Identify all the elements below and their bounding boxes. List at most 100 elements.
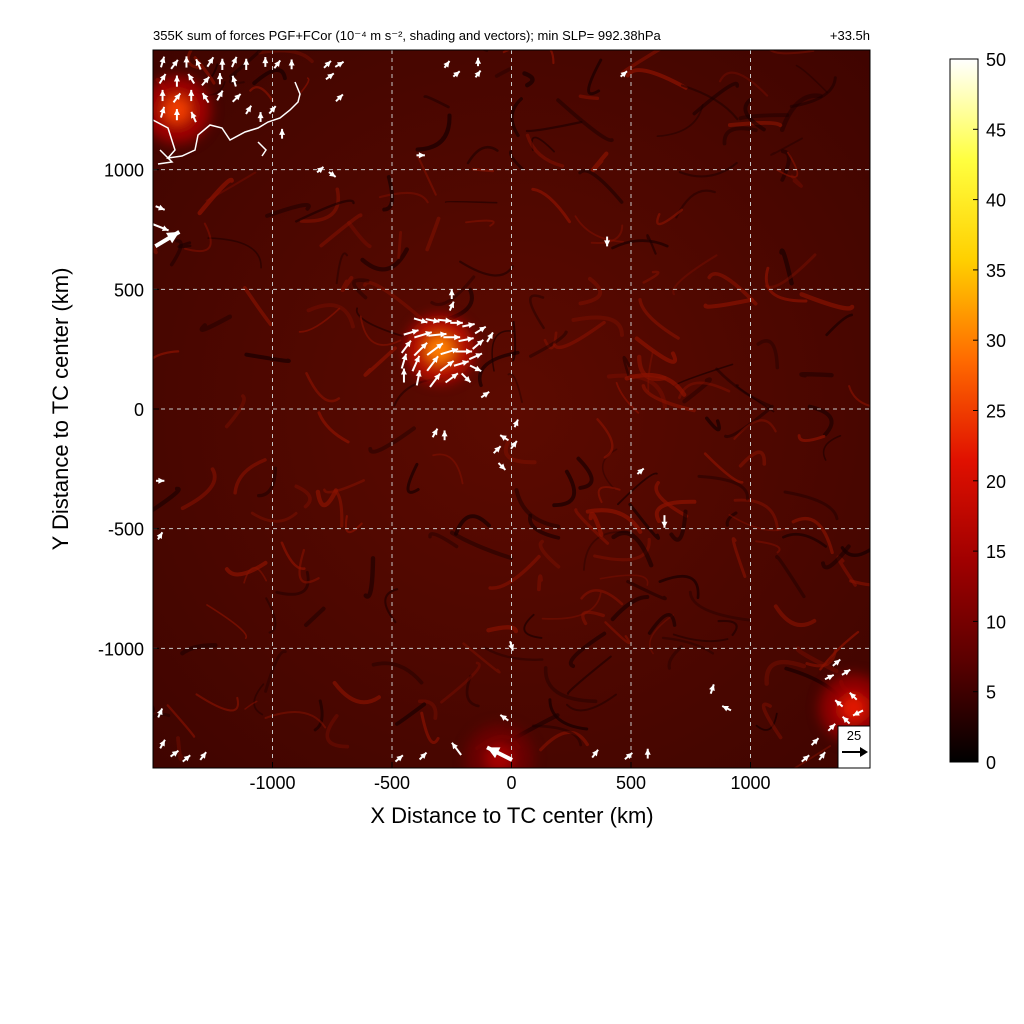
wind-vector bbox=[644, 748, 651, 759]
heatmap-filament bbox=[531, 187, 571, 224]
heatmap-filament bbox=[782, 532, 828, 548]
wind-vector bbox=[636, 467, 645, 475]
colorbar-tick-label: 35 bbox=[986, 261, 1006, 281]
heatmap-filament bbox=[779, 93, 823, 133]
heatmap-filament bbox=[622, 355, 631, 380]
heatmap-filament bbox=[580, 589, 624, 606]
heatmap-filament bbox=[724, 404, 774, 439]
heatmap-filament bbox=[669, 509, 688, 542]
wind-vector bbox=[624, 752, 633, 760]
wind-vector bbox=[182, 754, 191, 763]
colorbar-tick-label: 50 bbox=[986, 50, 1006, 70]
heatmap-filament bbox=[478, 350, 520, 388]
heatmap-filament bbox=[571, 315, 624, 337]
heatmap-filament bbox=[335, 252, 348, 285]
wind-vector bbox=[199, 751, 207, 761]
wind-vector bbox=[159, 56, 166, 68]
heatmap-filament bbox=[250, 511, 298, 523]
heatmap-filament bbox=[775, 554, 806, 599]
wind-vector bbox=[619, 70, 628, 78]
heatmap-filament bbox=[275, 570, 310, 596]
heatmap-filament bbox=[825, 313, 854, 337]
heatmap-filament bbox=[340, 275, 354, 292]
heatmap-filament bbox=[244, 352, 291, 364]
wind-vector bbox=[183, 56, 190, 68]
heatmap-filament bbox=[764, 659, 807, 686]
wind-vector bbox=[439, 360, 455, 372]
wind-vector bbox=[431, 428, 439, 438]
reference-vector-arrowhead bbox=[860, 747, 868, 757]
wind-vector bbox=[661, 515, 668, 528]
heatmap-filament bbox=[184, 222, 212, 253]
heatmap-filament bbox=[344, 515, 363, 534]
heatmap-filament bbox=[466, 146, 499, 165]
wind-vector bbox=[469, 364, 482, 373]
wind-vector bbox=[156, 708, 164, 718]
heatmap-filament bbox=[755, 712, 778, 731]
heatmap-filament bbox=[205, 171, 257, 202]
x-tick-label: -500 bbox=[374, 773, 410, 793]
heatmap-filament bbox=[503, 437, 537, 465]
wind-vector bbox=[508, 640, 515, 651]
heatmap-filament bbox=[719, 71, 769, 97]
wind-vector bbox=[216, 90, 224, 101]
heatmap-filament bbox=[180, 643, 218, 656]
wind-vector bbox=[810, 737, 820, 746]
heatmap-filament bbox=[430, 275, 476, 307]
heatmap-filament bbox=[265, 202, 311, 218]
heatmap-filament bbox=[548, 698, 589, 731]
heatmap-filament bbox=[761, 702, 783, 740]
heatmap-filament bbox=[323, 479, 365, 494]
heatmap-filament bbox=[378, 191, 429, 204]
heatmap-filament bbox=[465, 674, 480, 708]
heatmap-filament bbox=[529, 330, 568, 358]
heatmap-filament bbox=[567, 655, 612, 695]
colorbar: 0 5 10 15 20 25 30 35 40 45 50 bbox=[949, 50, 1006, 773]
chart-title: 355K sum of forces PGF+FCor (10⁻⁴ m s⁻²,… bbox=[153, 28, 662, 43]
heatmap-filament bbox=[601, 448, 618, 490]
colorbar-tick-label: 0 bbox=[986, 753, 996, 773]
heatmap-filament bbox=[590, 224, 624, 245]
heatmap-filament bbox=[483, 646, 544, 661]
heatmap-filament bbox=[300, 77, 310, 93]
heatmap-filament bbox=[722, 126, 758, 146]
heatmap-filament bbox=[552, 469, 577, 508]
heatmap-filament bbox=[428, 532, 459, 549]
wind-vector bbox=[453, 360, 469, 367]
heatmap-filament bbox=[621, 50, 662, 75]
heatmap-filament bbox=[257, 466, 278, 498]
wind-vector bbox=[413, 342, 428, 357]
heatmap-filament bbox=[206, 604, 248, 639]
heatmap-filament bbox=[783, 490, 839, 521]
heatmap-filament bbox=[153, 704, 155, 713]
heatmap-filament bbox=[578, 94, 600, 100]
heatmap-filament bbox=[789, 76, 837, 108]
heatmap-filament bbox=[525, 120, 583, 133]
heatmap-filament bbox=[765, 266, 808, 303]
x-tick-label: 0 bbox=[506, 773, 516, 793]
heatmap-filament bbox=[508, 150, 524, 171]
heatmap-filament bbox=[368, 426, 416, 454]
heatmap-filament bbox=[626, 580, 667, 601]
reference-vector-frame bbox=[837, 725, 871, 769]
heatmap-filament bbox=[646, 234, 657, 255]
heatmap-filament bbox=[395, 702, 427, 726]
wind-vector bbox=[219, 58, 226, 70]
wind-vector bbox=[451, 742, 462, 756]
wind-vector bbox=[187, 73, 196, 84]
wind-vector bbox=[190, 111, 197, 123]
heatmap-filament bbox=[244, 700, 258, 710]
heatmap-filament bbox=[317, 411, 350, 444]
wind-vector bbox=[425, 317, 440, 324]
colorbar-tick-label: 40 bbox=[986, 191, 1006, 211]
wind-vector bbox=[188, 89, 195, 102]
wind-vector bbox=[201, 92, 210, 104]
heatmap-filament bbox=[692, 81, 739, 116]
wind-vector bbox=[334, 60, 345, 68]
wind-vectors bbox=[153, 56, 864, 763]
heatmap-filament bbox=[596, 418, 614, 459]
x-tick-label: 1000 bbox=[730, 773, 770, 793]
heatmap-filament bbox=[197, 177, 234, 216]
wind-vector bbox=[288, 59, 295, 70]
wind-vector bbox=[827, 723, 836, 732]
